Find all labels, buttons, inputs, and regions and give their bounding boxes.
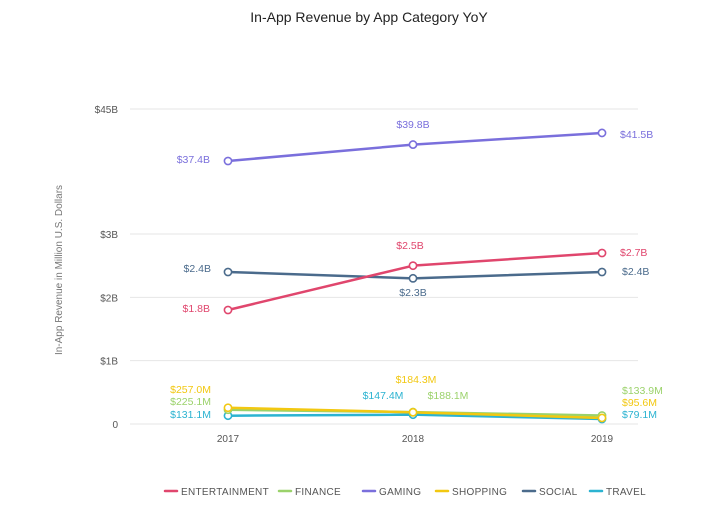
data-label-finance-2018: $188.1M bbox=[428, 390, 469, 402]
y-tick-0: 0 bbox=[112, 420, 118, 431]
point-shopping-2019 bbox=[597, 413, 607, 423]
point-gaming-2018 bbox=[408, 140, 418, 149]
legend-item-shopping: SHOPPING bbox=[434, 487, 507, 498]
data-label-shopping-2017: $257.0M bbox=[170, 384, 211, 396]
legend-item-social: SOCIAL bbox=[521, 487, 578, 498]
y-tick-45b: $45B bbox=[95, 105, 119, 116]
x-axis-ticks: 2017 2018 2019 bbox=[217, 434, 614, 445]
point-social-2019 bbox=[597, 267, 607, 277]
legend-item-finance: FINANCE bbox=[277, 487, 341, 498]
x-tick-2019: 2019 bbox=[591, 434, 614, 445]
point-entertainment-2019 bbox=[597, 248, 607, 258]
y-axis-label: In-App Revenue in Million U.S. Dollars bbox=[54, 185, 65, 355]
x-tick-2018: 2018 bbox=[402, 434, 425, 445]
point-gaming-2017 bbox=[223, 156, 233, 166]
legend-label-social: SOCIAL bbox=[539, 487, 578, 498]
chart-title: In-App Revenue by App Category YoY bbox=[250, 9, 488, 25]
data-label-travel-2019: $79.1M bbox=[622, 409, 657, 421]
y-axis-ticks: 0 $1B $2B $3B $45B bbox=[95, 105, 119, 431]
data-label-gaming-2018: $39.8B bbox=[396, 119, 429, 131]
data-label-shopping-2019: $95.6M bbox=[622, 397, 657, 409]
data-label-travel-2017: $131.1M bbox=[170, 409, 211, 421]
data-label-social-2018: $2.3B bbox=[399, 287, 426, 299]
legend: ENTERTAINMENT FINANCE GAMING SHOPPING SOCIAL… bbox=[163, 487, 646, 498]
legend-label-finance: FINANCE bbox=[295, 487, 341, 498]
data-label-gaming-2017: $37.4B bbox=[177, 154, 210, 166]
data-label-travel-2018: $147.4M bbox=[363, 390, 404, 402]
y-tick-1b: $1B bbox=[100, 357, 118, 368]
y-tick-2b: $2B bbox=[100, 293, 118, 304]
legend-label-travel: TRAVEL bbox=[606, 487, 646, 498]
point-entertainment-2017 bbox=[223, 305, 233, 315]
legend-label-shopping: SHOPPING bbox=[452, 487, 507, 498]
data-label-finance-2017: $225.1M bbox=[170, 396, 211, 408]
data-label-finance-2019: $133.9M bbox=[622, 385, 663, 397]
point-social-2018 bbox=[408, 273, 418, 283]
x-tick-2017: 2017 bbox=[217, 434, 240, 445]
series-points bbox=[223, 128, 607, 424]
point-gaming-2019 bbox=[597, 128, 607, 138]
data-label-entertainment-2017: $1.8B bbox=[183, 303, 210, 315]
legend-item-gaming: GAMING bbox=[361, 487, 421, 498]
data-label-shopping-2018: $184.3M bbox=[396, 374, 437, 386]
data-label-entertainment-2019: $2.7B bbox=[620, 247, 647, 259]
legend-label-gaming: GAMING bbox=[379, 487, 421, 498]
legend-item-entertainment: ENTERTAINMENT bbox=[163, 487, 269, 498]
point-shopping-2018 bbox=[408, 407, 418, 417]
data-label-social-2017: $2.4B bbox=[184, 263, 211, 275]
y-tick-3b: $3B bbox=[100, 230, 118, 241]
data-label-entertainment-2018: $2.5B bbox=[396, 240, 423, 252]
legend-item-travel: TRAVEL bbox=[588, 487, 646, 498]
data-label-gaming-2019: $41.5B bbox=[620, 129, 653, 141]
data-label-social-2019: $2.4B bbox=[622, 266, 649, 278]
data-labels: $1.8B $2.5B $2.7B $225.1M $188.1M $133.9M $37.… bbox=[170, 119, 663, 421]
legend-label-entertainment: ENTERTAINMENT bbox=[181, 487, 269, 498]
point-shopping-2017 bbox=[223, 403, 233, 413]
grid-lines bbox=[130, 108, 638, 425]
point-entertainment-2018 bbox=[408, 261, 418, 271]
point-social-2017 bbox=[223, 267, 233, 277]
